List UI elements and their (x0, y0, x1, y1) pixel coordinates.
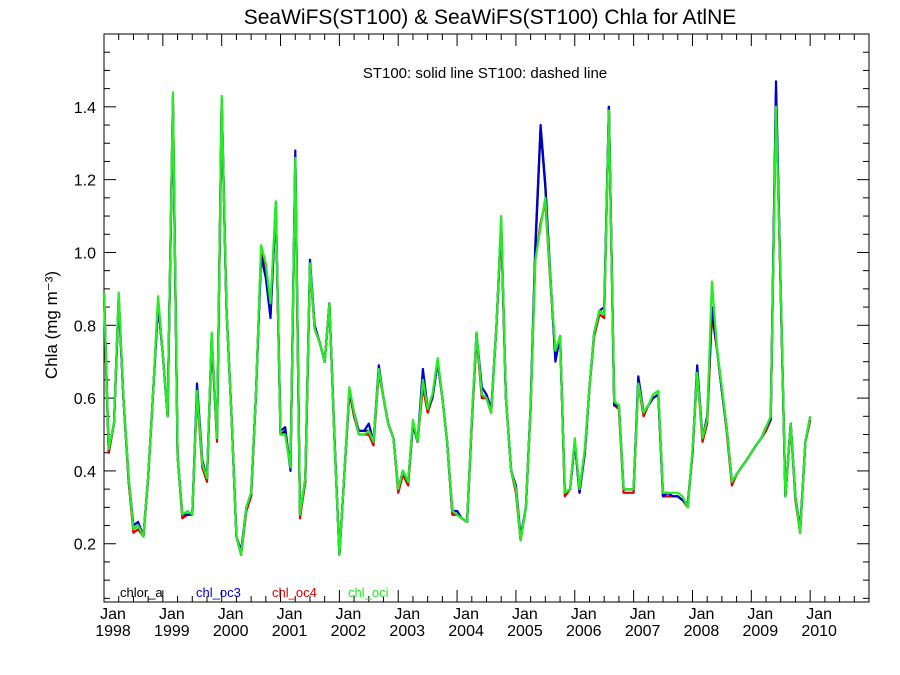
x-tick-month-label: Jan (100, 606, 126, 623)
series-line-chl-oc4 (102, 94, 812, 556)
x-tick-year-label: 2008 (684, 623, 720, 640)
legend-entry-chl-oci: chl_oci (348, 585, 389, 600)
x-tick-year-label: 2000 (213, 623, 249, 640)
x-tick-month-label: Jan (630, 606, 656, 623)
y-tick-label: 0.2 (74, 537, 96, 554)
x-tick-month-label: Jan (218, 606, 244, 623)
x-tick-month-label: Jan (689, 606, 715, 623)
series-line-chl-oc3 (102, 80, 812, 556)
x-tick-month-label: Jan (512, 606, 538, 623)
x-tick-year-label: 2010 (801, 623, 837, 640)
legend-entry-chl-oc4: chl_oc4 (272, 585, 317, 600)
y-tick-label: 1.0 (74, 245, 96, 262)
legend-entry-chlor-a: chlor_a (120, 585, 163, 600)
x-tick-year-label: 2006 (566, 623, 602, 640)
x-tick-year-label: 2009 (743, 623, 779, 640)
y-axis-label: Chla (mg m⁻³) (42, 271, 61, 379)
y-tick-label: 1.4 (74, 100, 96, 117)
x-tick-month-label: Jan (394, 606, 420, 623)
y-tick-label: 0.8 (74, 318, 96, 335)
x-tick-year-label: 2007 (625, 623, 661, 640)
series-line-chl-oci (102, 91, 812, 556)
x-tick-year-label: 2002 (331, 623, 367, 640)
x-tick-month-label: Jan (159, 606, 185, 623)
x-tick-month-label: Jan (277, 606, 303, 623)
x-tick-year-label: 2004 (448, 623, 484, 640)
y-tick-label: 1.2 (74, 173, 96, 190)
x-tick-month-label: Jan (747, 606, 773, 623)
series-line-chlor-a (102, 91, 812, 556)
x-tick-month-label: Jan (453, 606, 479, 623)
series-lines (102, 80, 812, 556)
legend-entry-chl-oc3: chl_oc3 (196, 585, 241, 600)
x-tick-month-label: Jan (335, 606, 361, 623)
x-tick-year-label: 2001 (272, 623, 308, 640)
legend: chlor_a chl_oc3 chl_oc4 chl_oci (120, 585, 389, 600)
chart-title: SeaWiFS(ST100) & SeaWiFS(ST100) Chla for… (244, 6, 737, 29)
chart-subtitle: ST100: solid line ST100: dashed line (363, 65, 607, 82)
x-tick-month-label: Jan (571, 606, 597, 623)
x-tick-year-label: 2005 (507, 623, 543, 640)
axis-ticks: 0.20.40.60.81.01.21.4Jan1998Jan1999Jan20… (74, 34, 869, 640)
x-tick-year-label: 2003 (389, 623, 425, 640)
x-tick-year-label: 1999 (154, 623, 190, 640)
x-tick-month-label: Jan (806, 606, 832, 623)
y-tick-label: 0.6 (74, 391, 96, 408)
y-tick-label: 0.4 (74, 464, 96, 481)
x-tick-year-label: 1998 (95, 623, 131, 640)
